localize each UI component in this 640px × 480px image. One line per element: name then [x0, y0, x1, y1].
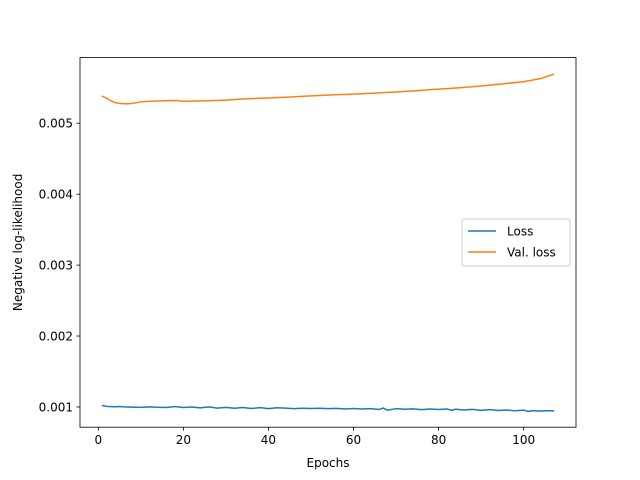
x-tick-label: 20: [176, 433, 191, 447]
series-line-loss: [101, 404, 555, 413]
x-tick-label: 60: [346, 433, 361, 447]
y-tick-label: 0.005: [39, 117, 73, 131]
x-axis-label: Epochs: [307, 456, 350, 470]
axes-layer: 0 20 40 60 80 100 0.001 0.002 0.003 0.004 0.005: [39, 57, 577, 447]
x-tick-label: 40: [261, 433, 276, 447]
x-tick-label: 0: [94, 433, 102, 447]
y-tick-label: 0.001: [39, 400, 73, 414]
legend-label-loss: Loss: [507, 224, 533, 238]
legend: Loss Val. loss: [461, 218, 571, 267]
x-tick-label: 80: [431, 433, 446, 447]
legend-label-val-loss: Val. loss: [507, 245, 556, 259]
x-tick-label: 100: [512, 433, 535, 447]
y-axis-label: Negative log-likelihood: [11, 174, 25, 311]
series-layer: [101, 73, 555, 413]
y-tick-label: 0.003: [39, 258, 73, 272]
y-tick-label: 0.002: [39, 329, 73, 343]
series-line-val-loss: [101, 73, 555, 105]
y-tick-label: 0.004: [39, 187, 73, 201]
axes-frame: [79, 57, 577, 428]
